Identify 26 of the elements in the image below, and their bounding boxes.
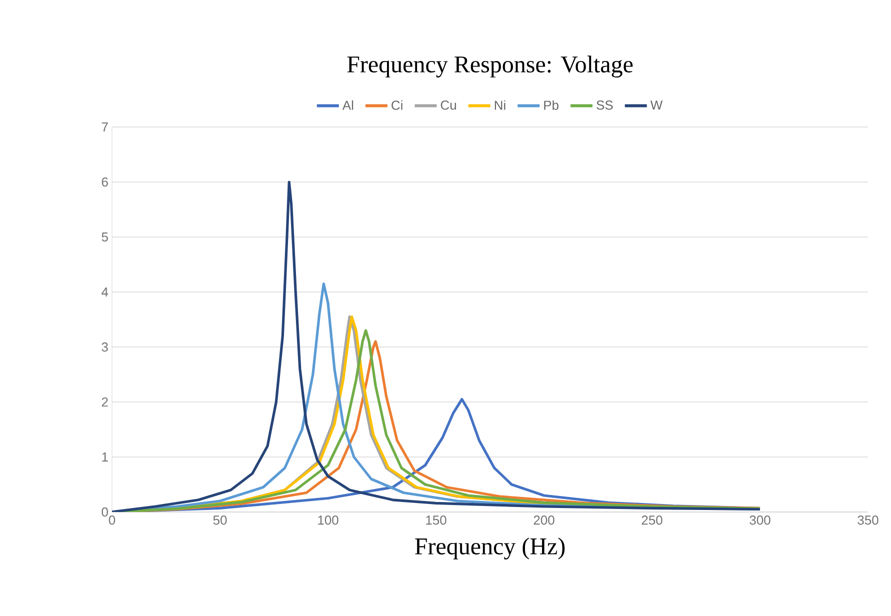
y-tick-label: 6 [102, 177, 108, 187]
x-tick-label: 50 [213, 516, 227, 525]
x-tick-label: 150 [426, 516, 446, 525]
x-axis-title: Frequency (Hz) [415, 538, 565, 560]
legend-label: W [650, 100, 663, 110]
x-tick-label: 100 [318, 516, 338, 525]
y-tick-label: 2 [102, 397, 108, 407]
legend-label: Ci [392, 100, 402, 110]
legend-label: Al [342, 100, 354, 110]
line-series [112, 180, 762, 512]
y-tick-label: 0 [102, 507, 108, 517]
y-tick-label: 4 [102, 288, 108, 296]
x-tick-label: 350 [858, 516, 878, 525]
legend-label: SS [596, 100, 613, 110]
x-tick-label: 300 [750, 516, 770, 525]
legend-label: Cu [440, 100, 456, 110]
chart-title: Frequency Response: Voltage [347, 56, 633, 78]
x-tick-label: 200 [534, 516, 554, 525]
y-tick-label: 5 [102, 232, 108, 242]
y-tick-label: 1 [102, 452, 108, 462]
legend-label: Pb [544, 100, 558, 110]
x-tick-label: 250 [642, 516, 662, 525]
legend-label: Ni [494, 100, 506, 110]
x-tick-label: 0 [108, 516, 116, 525]
y-tick-label: 7 [102, 122, 108, 132]
y-tick-label: 3 [102, 342, 108, 352]
